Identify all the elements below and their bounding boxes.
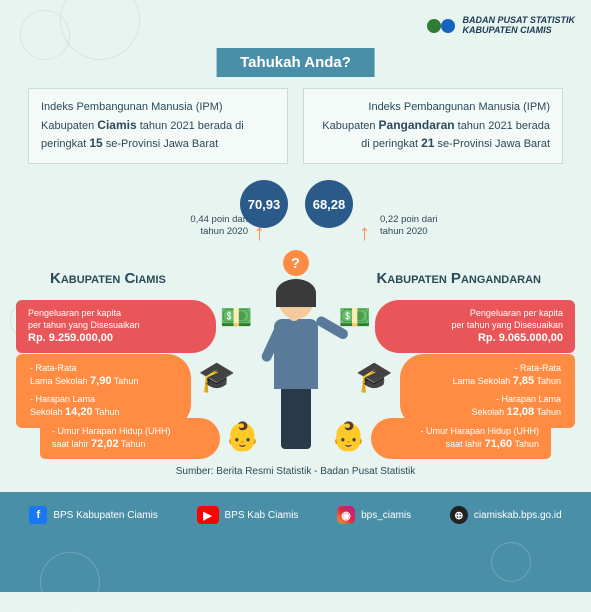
facebook-icon: f	[29, 506, 47, 524]
org-name: BADAN PUSAT STATISTIK KABUPATEN CIAMIS	[463, 16, 576, 36]
spend-pangandaran: Pengeluaran per kapita per tahun yang Di…	[375, 300, 575, 353]
spend-ciamis: Pengeluaran per kapita per tahun yang Di…	[16, 300, 216, 353]
life-ciamis: - Umur Harapan Hidup (UHH) saat lahir 72…	[40, 418, 220, 459]
delta-pangandaran: 0,22 poin dari tahun 2020	[380, 214, 460, 239]
social-instagram[interactable]: ◉bps_ciamis	[337, 506, 411, 524]
instagram-icon: ◉	[337, 506, 355, 524]
youtube-icon: ▶	[197, 506, 219, 524]
delta-ciamis: 0,44 poin dari tahun 2020	[168, 214, 248, 239]
social-youtube[interactable]: ▶BPS Kab Ciamis	[197, 506, 299, 524]
social-facebook[interactable]: fBPS Kabupaten Ciamis	[29, 506, 158, 524]
money-icon: 💵	[339, 302, 371, 333]
arrow-up-icon: ↑	[254, 220, 265, 246]
globe-icon: ⊕	[450, 506, 468, 524]
region-right: Kabupaten Pangandaran	[376, 270, 541, 287]
ipm-score-pangandaran: 68,28	[305, 180, 353, 228]
edu-ciamis: - Rata-Rata Lama Sekolah 7,90 Tahun - Ha…	[16, 354, 191, 428]
header: BADAN PUSAT STATISTIK KABUPATEN CIAMIS	[427, 12, 576, 40]
social-website[interactable]: ⊕ciamiskab.bps.go.id	[450, 506, 562, 524]
title: Tahukah Anda?	[216, 48, 375, 77]
baby-icon: 👶	[331, 420, 366, 453]
bps-logo	[427, 12, 455, 40]
life-pangandaran: - Umur Harapan Hidup (UHH) saat lahir 71…	[371, 418, 551, 459]
fact-ciamis: Indeks Pembangunan Manusia (IPM) Kabupat…	[28, 88, 288, 164]
education-icon: 🎓	[356, 360, 393, 395]
arrow-up-icon: ↑	[359, 220, 370, 246]
education-icon: 🎓	[198, 360, 235, 395]
money-icon: 💵	[220, 302, 252, 333]
person-illustration	[251, 265, 341, 465]
question-icon: ?	[283, 250, 309, 276]
footer: fBPS Kabupaten Ciamis ▶BPS Kab Ciamis ◉b…	[0, 492, 591, 592]
fact-pangandaran: Indeks Pembangunan Manusia (IPM) Kabupat…	[303, 88, 563, 164]
edu-pangandaran: - Rata-Rata Lama Sekolah 7,85 Tahun - Ha…	[400, 354, 575, 428]
region-left: Kabupaten Ciamis	[50, 270, 166, 287]
source-text: Sumber: Berita Resmi Statistik - Badan P…	[0, 466, 591, 477]
baby-icon: 👶	[225, 420, 260, 453]
